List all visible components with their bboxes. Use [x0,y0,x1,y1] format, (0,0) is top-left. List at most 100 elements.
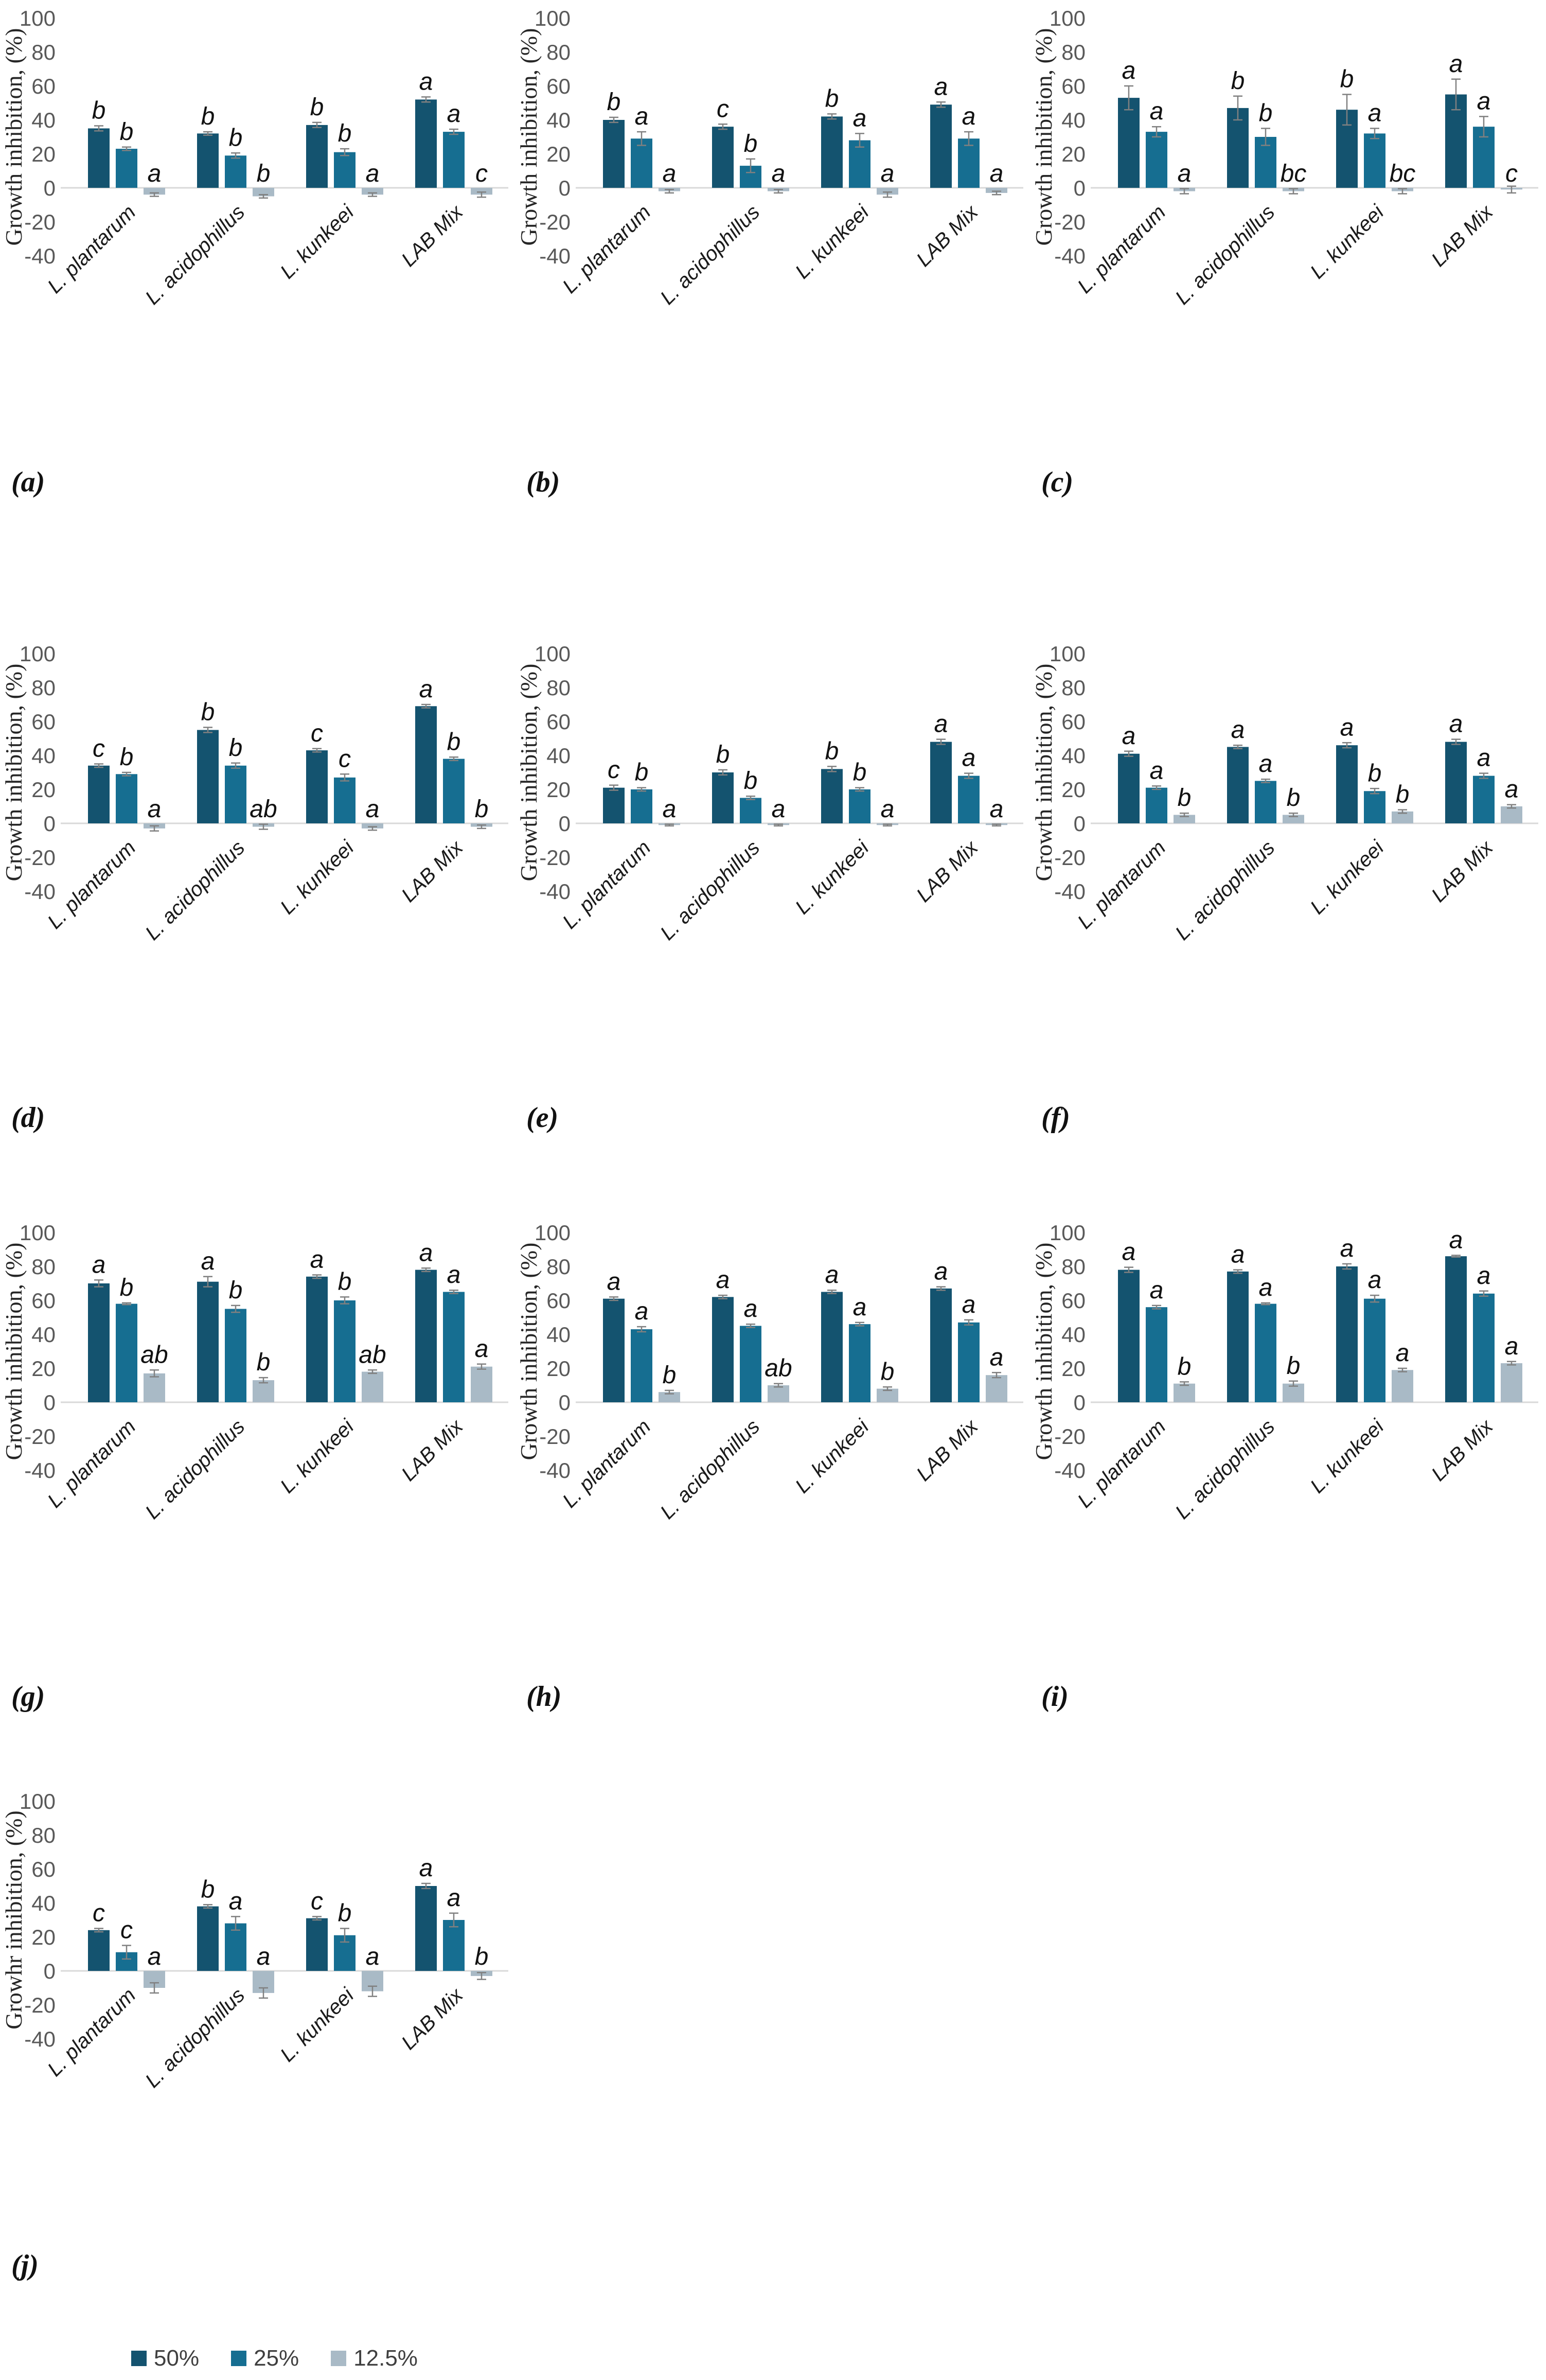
bar [1364,791,1385,823]
y-tick-label: 20 [31,1925,56,1949]
y-tick-label: 0 [1074,176,1086,200]
category-label: L. acidophillus [656,836,764,944]
panel-letter: (a) [11,466,45,498]
panel-letter: (e) [526,1102,558,1134]
significance-letter: a [1231,1241,1245,1268]
bar [253,188,274,197]
significance-letter: b [1259,100,1273,127]
y-axis-title: Growth inhibition, (%) [516,28,542,246]
bar [443,1292,465,1402]
bar [930,742,952,823]
category-label: L. kunkeei [276,1983,359,2066]
bar [849,140,870,188]
y-axis-title: Growth inhibition, (%) [1,1243,27,1460]
category-label: L. acidophillus [141,201,249,309]
y-tick-label: -40 [24,244,56,268]
category-label: L. plantarum [558,201,655,297]
bar [225,1923,246,1971]
significance-letter: a [1122,57,1136,84]
category-label: LAB Mix [912,200,983,271]
bar [225,1309,246,1402]
y-tick-label: 80 [1061,676,1086,700]
significance-letter: a [1231,716,1245,744]
panel-c: 100 80 60 40 20 0 -20 -40 Growth inhibition, (%)… [1030,0,1546,607]
bar [443,1920,465,1971]
significance-letter: a [1340,714,1354,741]
category-label: LAB Mix [912,836,983,907]
significance-letter: b [744,130,758,157]
category-label: L. kunkeei [276,836,359,919]
significance-letter: b [1178,784,1192,812]
category-label: LAB Mix [397,836,468,907]
bar [415,1886,437,1971]
significance-letter: b [229,1277,243,1304]
significance-letter: ab [359,1341,386,1368]
significance-letter: b [120,1274,134,1301]
category-label: LAB Mix [397,1983,468,2054]
bar [986,188,1007,193]
significance-letter: b [716,741,730,768]
significance-letter: a [962,103,976,130]
bar [877,188,898,195]
panel-letter: (h) [526,1681,561,1713]
bar [1336,745,1358,823]
y-tick-label: -20 [539,845,571,870]
y-tick-label: 100 [535,1221,571,1245]
legend-label-25: 25% [254,2346,299,2371]
legend-item-125: 12.5% [331,2346,418,2371]
significance-letter: a [1150,98,1164,125]
significance-letter: c [717,95,729,122]
bar [471,1366,492,1402]
y-tick-label: 40 [31,1891,56,1915]
bar [415,99,437,188]
legend-item-50: 50% [131,2346,199,2371]
significance-letter: a [1122,722,1136,750]
significance-letter: b [201,1876,215,1903]
y-axis-title: Growth inhibition, (%) [1030,28,1057,246]
significance-letter: b [310,94,324,121]
y-tick-label: 80 [1061,40,1086,64]
bar [443,759,465,823]
significance-letter: bc [1390,160,1416,187]
significance-letter: b [475,796,489,823]
bar [362,188,383,195]
bar [1146,787,1167,823]
category-label: L. acidophillus [141,1415,249,1523]
significance-letter: ab [250,796,277,823]
significance-letter: a [366,160,380,187]
bar [306,1918,328,1971]
bar [306,125,328,188]
panel-d: 100 80 60 40 20 0 -20 -40 Growth inhibition, (%)… [0,607,515,1199]
bar [1174,815,1195,823]
bar [306,1276,328,1402]
category-label: LAB Mix [1427,200,1498,271]
significance-letter: b [635,759,649,786]
significance-letter: a [1477,745,1491,772]
significance-letter: b [1231,67,1245,95]
significance-letter: c [311,720,323,747]
y-axis-title: Growhr inhibition, (%) [1,1810,27,2029]
legend-label-125: 12.5% [353,2346,418,2371]
category-label: L. kunkeei [1306,836,1389,919]
bar [958,138,980,188]
y-tick-label: 40 [1061,108,1086,132]
significance-letter: a [1449,711,1463,738]
bar [821,116,843,188]
y-tick-label: 100 [20,1221,56,1245]
bar [712,127,734,188]
bar [443,132,465,188]
significance-letter: a [716,1266,730,1294]
bar [334,152,356,188]
y-tick-label: -40 [539,244,571,268]
significance-letter: a [1477,87,1491,115]
significance-letter: b [744,767,758,795]
y-tick-label: 40 [1061,744,1086,768]
bar [930,104,952,188]
panel-b: 100 80 60 40 20 0 -20 -40 Growth inhibition, (%)… [515,0,1030,607]
y-tick-label: 100 [1050,642,1086,666]
y-tick-label: 20 [546,142,571,166]
bar [144,188,165,195]
panel-i: 100 80 60 40 20 0 -20 -40 Growth inhibition, (%)… [1030,1199,1546,1775]
